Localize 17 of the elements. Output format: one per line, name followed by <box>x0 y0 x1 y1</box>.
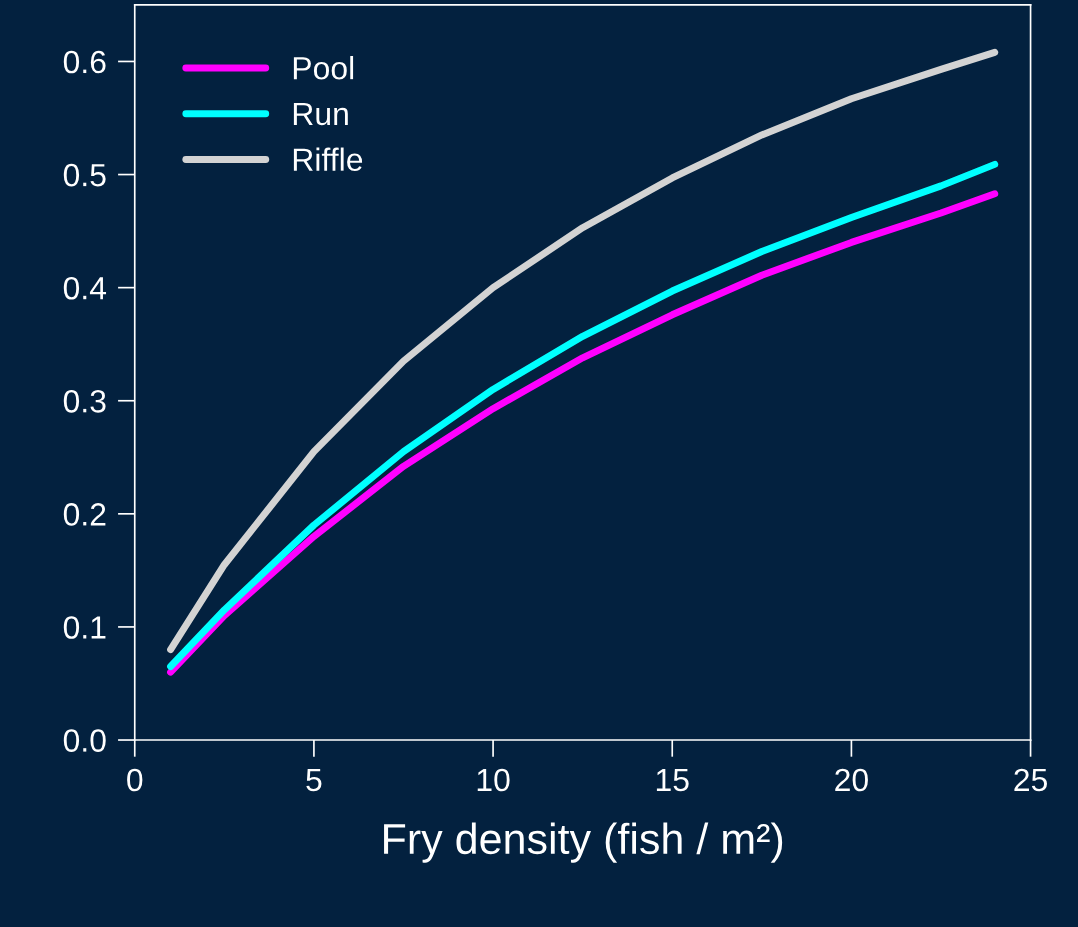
y-tick-label: 0.5 <box>63 163 106 187</box>
x-tick-label: 10 <box>477 768 510 792</box>
y-tick-label: 0.2 <box>63 503 106 526</box>
y-tick-label: 0.0 <box>63 729 106 752</box>
x-tick-label: 5 <box>306 768 322 792</box>
y-tick-label: 0.1 <box>63 616 106 639</box>
y-tick-label: 0.6 <box>63 50 106 74</box>
y-tick-label: 0.3 <box>63 390 106 413</box>
y-tick-label: 0.4 <box>63 276 107 300</box>
legend-label: Riffle <box>293 147 363 171</box>
x-tick-label: 15 <box>656 768 689 792</box>
legend-label: Pool <box>293 56 354 80</box>
x-tick-label: 0 <box>127 768 143 792</box>
x-tick-label: 25 <box>1014 768 1047 792</box>
legend-label: Run <box>293 102 348 126</box>
x-tick-label: 20 <box>835 768 868 792</box>
x-axis-title: Fry density (fish / m²) <box>384 822 783 863</box>
